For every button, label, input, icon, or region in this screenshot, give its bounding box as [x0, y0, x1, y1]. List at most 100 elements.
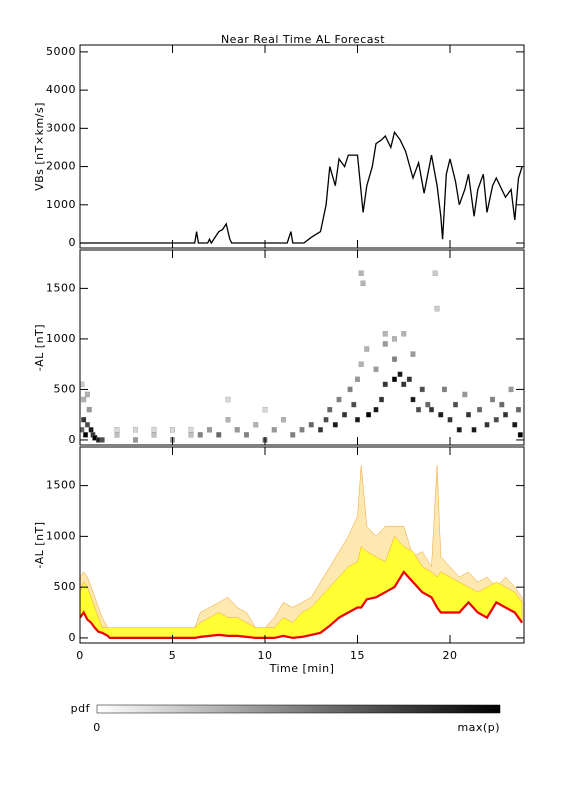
pdf-cell	[382, 331, 388, 337]
pdf-cell	[441, 386, 447, 393]
pdf-cell	[81, 396, 87, 403]
vbs-line	[80, 130, 523, 245]
pdf-cell	[318, 427, 323, 433]
x-tick-label: 0	[76, 649, 84, 662]
y-tick-label: 0	[69, 236, 77, 249]
pdf-cell	[434, 305, 440, 312]
pdf-cell	[114, 432, 120, 438]
pdf-cell	[299, 427, 305, 433]
x-tick-label: 10	[258, 649, 273, 662]
pdf-cell	[114, 427, 120, 433]
pdf-cell	[508, 386, 514, 393]
pdf-cell	[419, 386, 425, 393]
colorbar-min: 0	[93, 721, 101, 734]
pdf-cell	[373, 366, 379, 372]
pdf-cell	[234, 427, 240, 433]
pdf-cell	[397, 371, 403, 377]
pdf-cell	[342, 412, 348, 418]
pdf-cell	[170, 427, 175, 433]
pdf-cell	[323, 417, 329, 423]
pdf-cell	[225, 396, 231, 403]
pdf-cell	[360, 280, 366, 287]
axes-box	[79, 446, 525, 644]
pdf-cell	[133, 427, 138, 433]
pdf-cell	[80, 381, 85, 388]
y-tick-label: 1000	[46, 529, 76, 542]
colorbar-max: max(p)	[457, 721, 500, 734]
pdf-cell	[410, 351, 416, 357]
pdf-cell	[355, 417, 360, 423]
pdf-cell	[290, 432, 296, 438]
colorbar-label: pdf	[71, 702, 91, 715]
pdf-cell	[86, 406, 92, 413]
pdf-cell	[515, 406, 521, 413]
y-tick-label: 1500	[46, 281, 76, 294]
pdf-cell	[490, 396, 496, 403]
pdf-cell	[401, 381, 407, 388]
pdf-cell	[379, 396, 385, 403]
colorbar	[96, 704, 501, 714]
pdf-cell	[151, 427, 157, 433]
pdf-cell	[216, 432, 222, 438]
pdf-cell	[81, 417, 87, 423]
plot-area	[80, 270, 523, 443]
pdf-cell	[425, 401, 431, 408]
pdf-cell	[364, 346, 370, 352]
pdf-cell	[499, 401, 505, 408]
pdf-cell	[188, 432, 194, 438]
pdf-cell	[462, 391, 468, 398]
pdf-cell	[503, 412, 508, 418]
axes-box	[79, 44, 525, 249]
y-tick-label: 500	[54, 580, 77, 593]
y-tick-label: 3000	[46, 121, 76, 134]
pdf-cell	[281, 417, 286, 423]
pdf-cell	[244, 432, 249, 438]
pdf-cell	[308, 422, 314, 428]
pdf-cell	[347, 386, 353, 393]
pdf-cell	[225, 417, 231, 423]
y-axis-label: -AL [nT]	[33, 521, 46, 568]
pdf-cell	[84, 422, 90, 428]
pdf-cell	[438, 412, 444, 418]
pdf-cell	[188, 427, 194, 433]
y-tick-label: 1500	[46, 479, 76, 492]
pdf-cell	[88, 427, 94, 433]
pdf-cell	[429, 406, 434, 413]
pdf-cell	[327, 406, 333, 413]
pdf-cell	[432, 270, 438, 276]
axes-box	[79, 249, 525, 446]
pdf-cell	[493, 417, 499, 423]
y-axis-label: -AL [nT]	[33, 324, 46, 371]
plot-area	[80, 465, 523, 640]
pdf-cell	[410, 396, 416, 403]
pdf-cell	[416, 406, 422, 413]
pdf-cell	[453, 401, 459, 408]
pdf-cell	[392, 376, 397, 383]
y-tick-label: 1000	[46, 332, 76, 345]
pdf-cell	[133, 437, 138, 443]
pdf-cell	[197, 432, 203, 438]
pdf-cell	[271, 427, 277, 433]
pdf-cell	[80, 427, 85, 433]
pdf-cell	[401, 331, 407, 337]
pdf-cell	[382, 341, 388, 347]
pdf-cell	[358, 270, 364, 276]
chart-title: Near Real Time AL Forecast	[221, 33, 385, 46]
pdf-cell	[512, 422, 518, 428]
pdf-cell	[392, 336, 397, 342]
pdf-cell	[466, 412, 471, 418]
pdf-cell	[83, 432, 89, 438]
y-tick-label: 2000	[46, 160, 76, 173]
pdf-cell	[358, 361, 364, 367]
pdf-cell	[355, 376, 360, 383]
pdf-cell	[366, 412, 372, 418]
x-tick-label: 5	[169, 649, 177, 662]
pdf-cell	[447, 417, 453, 423]
y-tick-label: 1000	[46, 198, 76, 211]
pdf-cell	[517, 432, 523, 438]
pdf-cell	[382, 381, 388, 388]
pdf-cell	[336, 396, 342, 403]
pdf-cell	[373, 406, 379, 413]
